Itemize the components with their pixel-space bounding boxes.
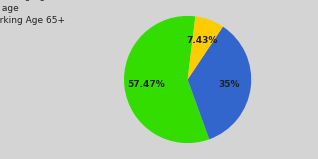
Wedge shape bbox=[124, 16, 209, 143]
Wedge shape bbox=[188, 27, 251, 139]
Text: 35%: 35% bbox=[218, 80, 239, 89]
Legend: Before working Age 0-14, Working age, After working Age 65+: Before working Age 0-14, Working age, Af… bbox=[0, 0, 74, 25]
Text: 7.43%: 7.43% bbox=[186, 36, 218, 45]
Text: 57.47%: 57.47% bbox=[128, 80, 165, 89]
Wedge shape bbox=[188, 16, 223, 80]
